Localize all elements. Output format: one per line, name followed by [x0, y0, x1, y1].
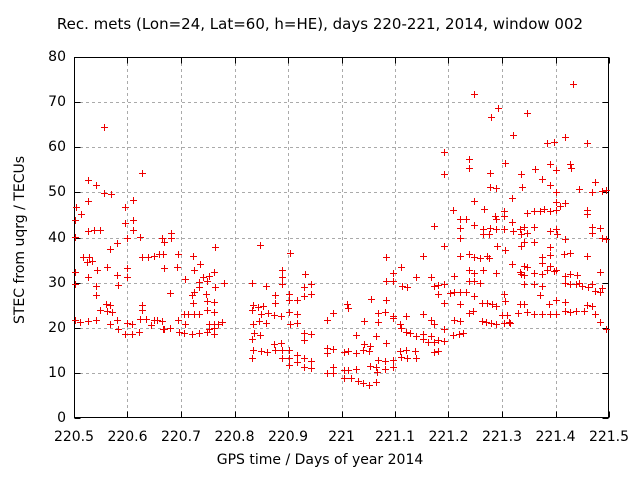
- y-tick-label: 80: [48, 49, 66, 65]
- x-tick-label: 221.5: [588, 429, 630, 445]
- x-tick-label: 220.5: [53, 429, 95, 445]
- plot-area: [72, 57, 610, 419]
- x-tick-label: 221.2: [428, 429, 469, 445]
- plot-frame: [74, 57, 609, 418]
- y-tick-label: 0: [57, 410, 66, 426]
- data-points: [72, 81, 610, 389]
- y-tick-label: 70: [48, 94, 66, 111]
- x-tick-label: 220.8: [214, 429, 255, 445]
- x-tick-label: 220.7: [160, 429, 202, 445]
- x-axis-title: GPS time / Days of year 2014: [216, 452, 424, 468]
- y-tick-label: 20: [48, 319, 66, 336]
- x-tick-label: 220.9: [267, 429, 309, 445]
- y-tick-label: 50: [48, 184, 66, 201]
- y-tick-label: 10: [48, 364, 66, 381]
- x-tick-label: 221: [328, 429, 355, 445]
- x-tick-label: 221.1: [374, 429, 416, 445]
- y-tick-label: 30: [48, 274, 66, 291]
- x-tick-label: 221.4: [535, 429, 576, 445]
- y-tick-label: 40: [48, 229, 66, 246]
- x-tick-label: 221.3: [481, 429, 523, 445]
- y-tick-label: 60: [48, 139, 66, 156]
- x-tick-label: 220.6: [107, 429, 148, 445]
- chart-title: Rec. mets (Lon=24, Lat=60, h=HE), days 2…: [56, 15, 584, 33]
